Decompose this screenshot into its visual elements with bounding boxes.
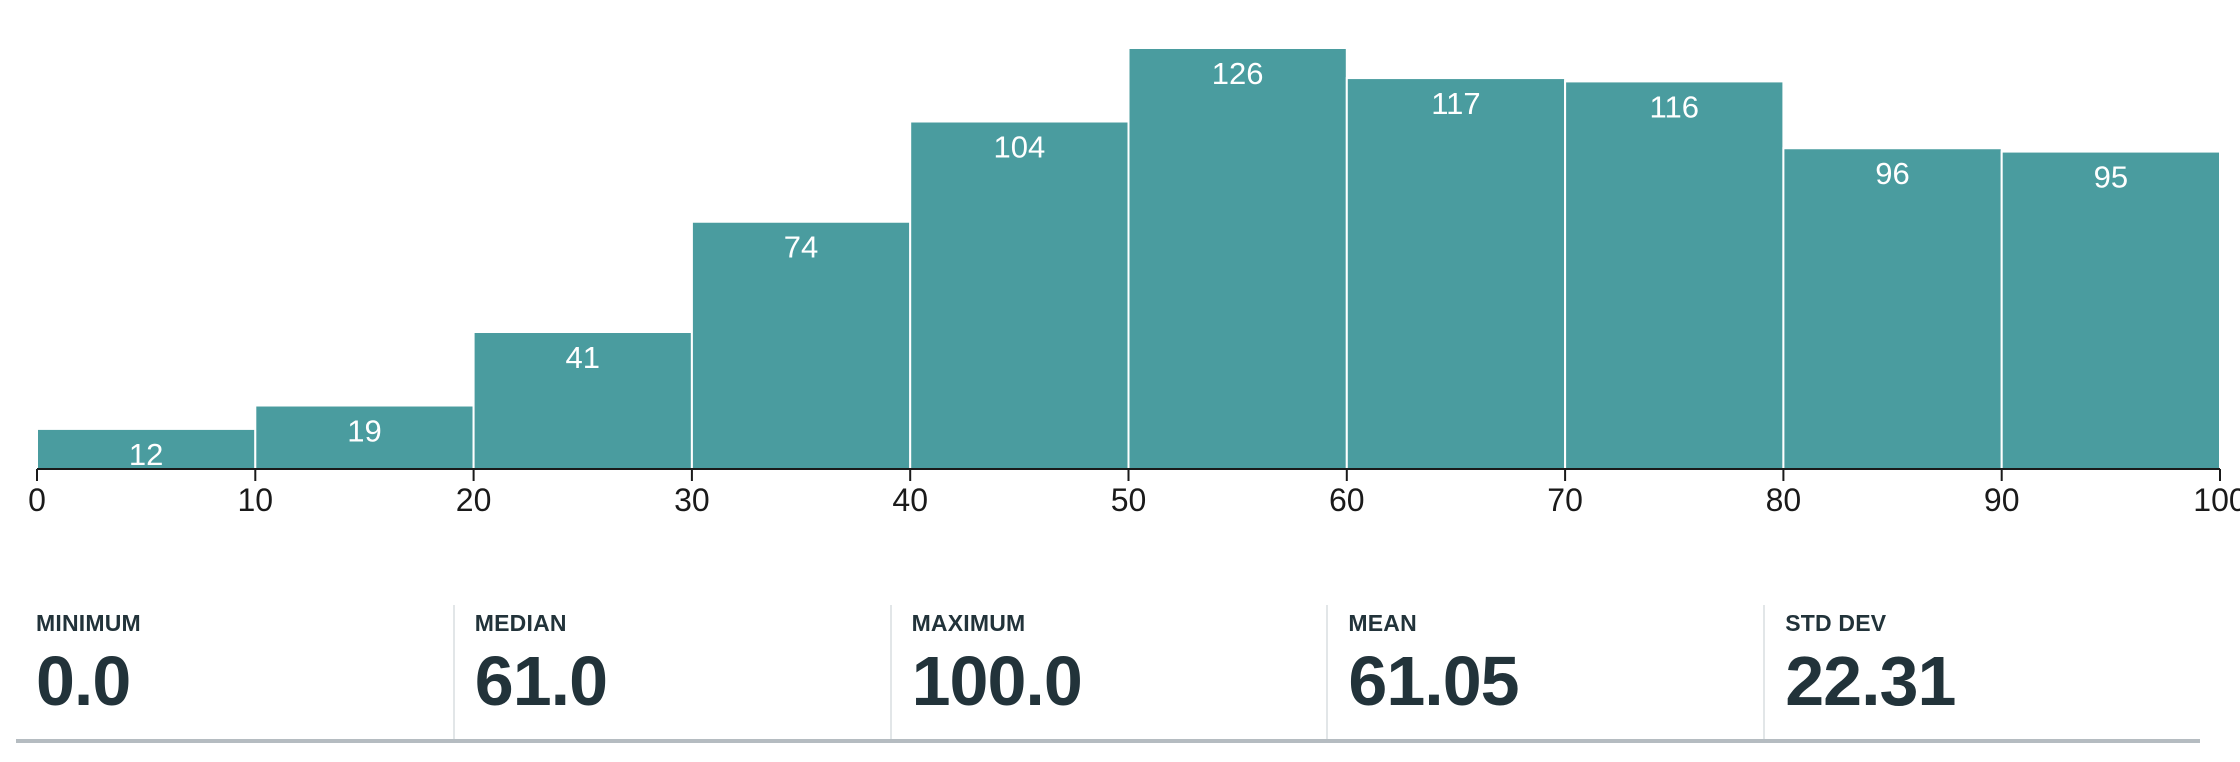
- bar-data-label: 95: [2094, 160, 2128, 195]
- bar-data-label: 96: [1875, 156, 1909, 191]
- stat-std-dev-value: 22.31: [1785, 642, 1956, 720]
- histogram-bar: [1127, 47, 1348, 470]
- histogram-bar: [690, 220, 912, 470]
- x-tick-label: 70: [1547, 482, 1583, 518]
- bar-data-label: 74: [784, 230, 818, 265]
- histogram-bar: [2000, 150, 2221, 470]
- x-axis: 0 10 20 30 40 50 60 70 80 90 100: [28, 468, 2240, 518]
- x-tick-label: 0: [28, 482, 46, 518]
- bar-data-label: 12: [129, 437, 163, 472]
- bar-data-label: 19: [347, 414, 381, 449]
- x-tick-label: 40: [892, 482, 928, 518]
- histogram-bar: [36, 427, 257, 470]
- stat-maximum-value: 100.0: [911, 642, 1083, 720]
- stat-maximum: MAXIMUM 100.0: [889, 605, 1327, 739]
- histogram-bar: [909, 120, 1130, 470]
- histogram-bar: [1345, 77, 1567, 470]
- stat-minimum-label: MINIMUM: [36, 610, 141, 636]
- histogram-chart: 12 19 41 74 104 126 117 116 96 95 0 10 20 30 40 50 60 70…: [28, 47, 2240, 518]
- x-tick-label: 80: [1766, 482, 1802, 518]
- histogram-bar: [254, 404, 475, 470]
- bars-layer: 12 19 41 74 104 126 117 116 96 95: [36, 47, 2221, 472]
- x-tick-label: 10: [238, 482, 274, 518]
- bar-data-label: 104: [993, 130, 1045, 165]
- stat-median-value: 61.0: [474, 642, 608, 720]
- stat-maximum-label: MAXIMUM: [911, 610, 1026, 636]
- x-tick-label: 20: [456, 482, 492, 518]
- stat-mean-value: 61.05: [1348, 642, 1519, 720]
- bar-data-label: 116: [1650, 89, 1699, 124]
- summary-stats: MINIMUM 0.0 MEDIAN 61.0 MAXIMUM 100.0 ME…: [16, 605, 2200, 743]
- bar-data-label: 117: [1431, 86, 1480, 121]
- stat-median: MEDIAN 61.0: [452, 605, 890, 739]
- stat-mean-label: MEAN: [1348, 610, 1417, 636]
- histogram-bar: [1782, 147, 2003, 470]
- bar-data-label: 41: [566, 340, 600, 375]
- stat-minimum-value: 0.0: [36, 642, 131, 720]
- x-tick-label: 50: [1111, 482, 1147, 518]
- stat-std-dev: STD DEV 22.31: [1763, 605, 2200, 739]
- x-tick-label: 90: [1984, 482, 2020, 518]
- stat-median-label: MEDIAN: [474, 610, 567, 636]
- histogram-bar: [1564, 80, 1785, 471]
- stat-minimum: MINIMUM 0.0: [16, 605, 453, 739]
- stat-mean: MEAN 61.05: [1326, 605, 1763, 739]
- x-tick-label: 100: [2193, 482, 2240, 518]
- x-tick-label: 60: [1329, 482, 1365, 518]
- bar-data-label: 126: [1212, 56, 1264, 91]
- x-tick-label: 30: [674, 482, 710, 518]
- histogram-bar: [472, 331, 693, 470]
- stat-std-dev-label: STD DEV: [1785, 610, 1887, 636]
